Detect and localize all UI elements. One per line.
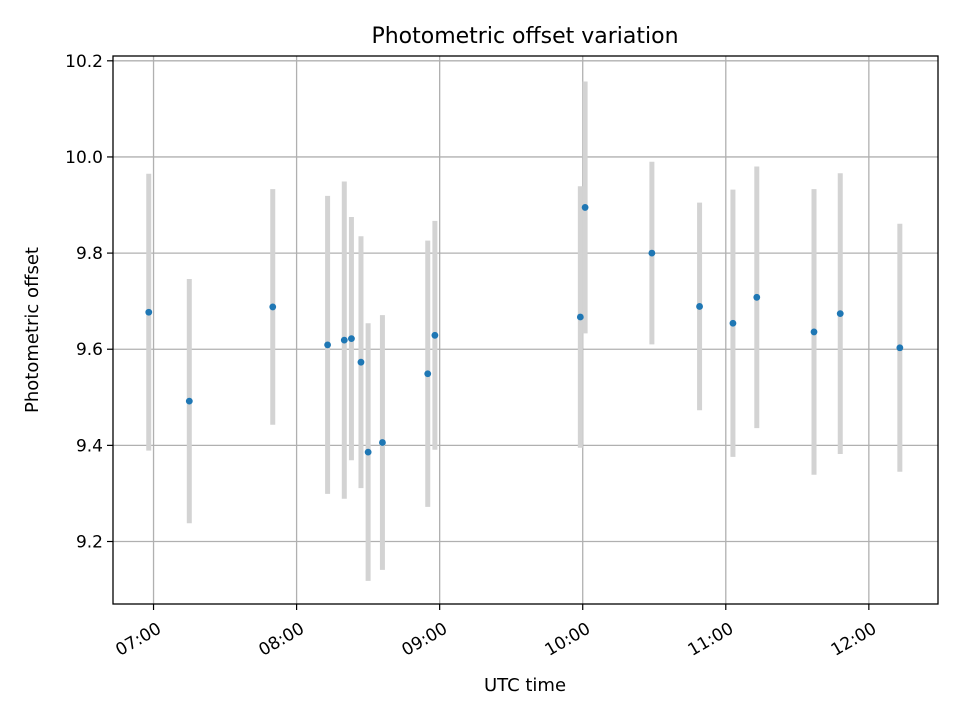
data-point bbox=[185, 397, 193, 405]
data-point bbox=[145, 308, 153, 316]
data-point bbox=[810, 328, 818, 336]
data-points bbox=[145, 204, 904, 456]
plot-frame bbox=[112, 55, 939, 605]
data-point bbox=[424, 370, 432, 378]
data-point bbox=[896, 344, 904, 352]
data-point bbox=[581, 204, 589, 211]
y-tick-label: 9.2 bbox=[76, 533, 103, 553]
data-point bbox=[324, 341, 331, 349]
y-tick-label: 10.0 bbox=[65, 148, 103, 168]
data-point bbox=[729, 319, 737, 327]
data-point bbox=[648, 249, 656, 257]
data-point bbox=[379, 439, 386, 446]
y-tick-label: 9.8 bbox=[76, 244, 103, 264]
data-point bbox=[364, 448, 372, 456]
data-point bbox=[269, 303, 277, 311]
grid-lines bbox=[113, 56, 938, 604]
data-point bbox=[576, 313, 584, 321]
y-tick-label: 9.4 bbox=[76, 436, 103, 456]
data-point bbox=[357, 358, 365, 366]
data-point bbox=[753, 293, 761, 301]
data-point bbox=[836, 310, 844, 318]
y-tick-label: 9.6 bbox=[76, 340, 103, 360]
data-point bbox=[348, 335, 355, 343]
axis-ticks bbox=[107, 60, 870, 610]
y-tick-label: 10.2 bbox=[65, 52, 103, 72]
data-point bbox=[431, 331, 439, 339]
x-axis-label: UTC time bbox=[484, 675, 566, 696]
data-point bbox=[340, 336, 348, 344]
chart-title: Photometric offset variation bbox=[371, 24, 678, 49]
data-point bbox=[696, 303, 703, 310]
y-axis-label: Photometric offset bbox=[22, 247, 43, 413]
